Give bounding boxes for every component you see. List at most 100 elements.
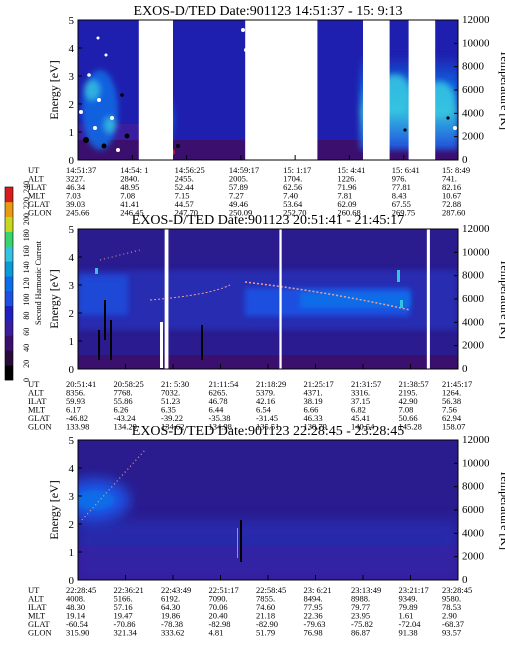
ephemeris-value: 134.98 — [209, 422, 232, 432]
energy-tick-label: 3 — [69, 491, 75, 503]
ephemeris-value: 7.40 — [283, 191, 298, 201]
ephemeris-value: 14:51:37 — [66, 165, 96, 175]
ephemeris-value: 79.89 — [399, 602, 418, 612]
colorbar-tick-label: 0 — [22, 378, 31, 382]
ephemeris-value: 6.66 — [304, 405, 319, 415]
ephemeris-value: 46.34 — [66, 182, 86, 192]
ephemeris-value: 8.43 — [392, 191, 407, 201]
ephemeris-value: 2840. — [120, 174, 139, 184]
colorbar-scale — [4, 186, 14, 381]
ephemeris-value: 23.95 — [351, 611, 370, 621]
ephemeris-value: 7090. — [209, 594, 228, 604]
ephemeris-value: 48.30 — [66, 602, 85, 612]
colorbar-swatch — [5, 231, 13, 247]
ephemeris-value: 91.38 — [399, 628, 418, 638]
ephemeris-value: 71.96 — [337, 182, 356, 192]
temperature-tick-label: 0 — [462, 154, 468, 166]
ephemeris-value: 7.27 — [229, 191, 244, 201]
ephemeris-value: 21:45:17 — [442, 379, 472, 389]
energy-tick-label: 5 — [69, 435, 75, 447]
ephemeris-value: 21:25:17 — [304, 379, 334, 389]
ephemeris-value: 20:58:25 — [114, 379, 144, 389]
ephemeris-value: 51.23 — [161, 396, 180, 406]
colorbar-tick-label: 180 — [22, 229, 31, 241]
ephemeris-value: 62.94 — [442, 413, 462, 423]
ephemeris-value: -46.82 — [66, 413, 88, 423]
colorbar-tick-label: 220 — [22, 197, 31, 209]
colorbar: 0 20 40 60 80 100 120 140 160 180 200 220 240 Second… — [4, 181, 43, 382]
energy-tick-label: 3 — [69, 280, 75, 292]
ephemeris-value: 23:21:17 — [399, 585, 429, 595]
ephemeris-value: 5379. — [256, 388, 275, 398]
ephemeris-value: 8494. — [304, 594, 323, 604]
energy-tick-label: 0 — [69, 575, 75, 587]
ephemeris-value: 1704. — [283, 174, 302, 184]
temperature-tick-label: 10000 — [462, 457, 490, 469]
ephemeris-value: 48.95 — [120, 182, 139, 192]
ephemeris-value: 2455. — [175, 174, 194, 184]
ephemeris-value: 52.44 — [175, 182, 195, 192]
temperature-tick-label: 12000 — [462, 223, 490, 235]
temperature-tick-label: 8000 — [462, 270, 485, 282]
energy-tick-label: 4 — [69, 43, 75, 55]
ephemeris-value: 44.57 — [175, 199, 194, 209]
ephemeris-row-label: GLON — [28, 628, 52, 638]
ephemeris-value: 37.15 — [351, 396, 370, 406]
ephemeris-value: 321.34 — [114, 628, 138, 638]
colorbar-swatch — [5, 261, 13, 277]
temperature-axis-label: Temperature [K] — [498, 50, 505, 130]
colorbar-tick-label: 140 — [22, 261, 31, 273]
panel-3-emission — [78, 449, 458, 580]
ephemeris-value: 78.53 — [442, 602, 461, 612]
temperature-tick-label: 6000 — [462, 84, 485, 96]
ephemeris-value: 14:54: 1 — [120, 165, 148, 175]
ephemeris-value: -31.45 — [256, 413, 278, 423]
ephemeris-value: 7.08 — [399, 405, 414, 415]
ephemeris-value: 8356. — [66, 388, 85, 398]
ephemeris-value: 19.47 — [114, 611, 133, 621]
colorbar-swatch — [5, 320, 13, 336]
panel-3-title: EXOS-D/TED Date:901123 22:28:45 - 23:28:… — [132, 424, 404, 439]
ephemeris-value: 79.77 — [351, 602, 370, 612]
colorbar-tick-label: 80 — [22, 312, 31, 320]
ephemeris-value: 6.17 — [66, 405, 81, 415]
ephemeris-value: 42.16 — [256, 396, 275, 406]
ephemeris-value: 2195. — [399, 388, 418, 398]
ephemeris-value: 56.38 — [442, 396, 461, 406]
panel-3-plot-area — [78, 440, 458, 580]
colorbar-tick-label: 240 — [22, 181, 31, 193]
ephemeris-value: 72.88 — [442, 199, 461, 209]
temperature-tick-label: 10000 — [462, 246, 490, 258]
ephemeris-row-label: ILAT — [28, 396, 47, 406]
energy-tick-label: 3 — [69, 71, 75, 83]
ephemeris-value: 252.70 — [283, 208, 306, 218]
ephemeris-value: 62.09 — [337, 199, 356, 209]
ephemeris-value: 134.29 — [114, 422, 137, 432]
ephemeris-value: -43.24 — [114, 413, 137, 423]
data-gap-1-1 — [138, 20, 173, 160]
energy-tick-label: 2 — [69, 308, 75, 320]
temperature-tick-label: 8000 — [462, 481, 485, 493]
temperature-tick-label: 6000 — [462, 504, 485, 516]
ephemeris-value: 21: 5:30 — [161, 379, 189, 389]
ephemeris-row-label: ILAT — [28, 602, 47, 612]
ephemeris-value: 93.57 — [442, 628, 461, 638]
ephemeris-value: 4.81 — [209, 628, 224, 638]
colorbar-swatch — [5, 335, 13, 351]
ephemeris-row-label: GLAT — [28, 413, 51, 423]
ephemeris-row-label: UT — [28, 165, 40, 175]
ephemeris-value: 9580. — [442, 594, 461, 604]
ephemeris-value: 6192. — [161, 594, 180, 604]
ephemeris-value: 21:38:57 — [399, 379, 429, 389]
ephemeris-value: 22:51:17 — [209, 585, 239, 595]
colorbar-ticks: 0 20 40 60 80 100 120 140 160 180 200 220 240 — [22, 181, 31, 382]
ephemeris-value: 67.55 — [392, 199, 411, 209]
panel-2-title: EXOS-D/TED Date:901123 20:51:41 - 21:45:… — [132, 213, 404, 228]
panel-2: EXOS-D/TED Date:901123 20:51:41 - 21:45:… — [78, 213, 458, 369]
ephemeris-value: 9349. — [399, 594, 418, 604]
ephemeris-value: 1264. — [442, 388, 461, 398]
ephemeris-value: 45.41 — [351, 413, 370, 423]
energy-tick-label: 4 — [69, 463, 75, 475]
